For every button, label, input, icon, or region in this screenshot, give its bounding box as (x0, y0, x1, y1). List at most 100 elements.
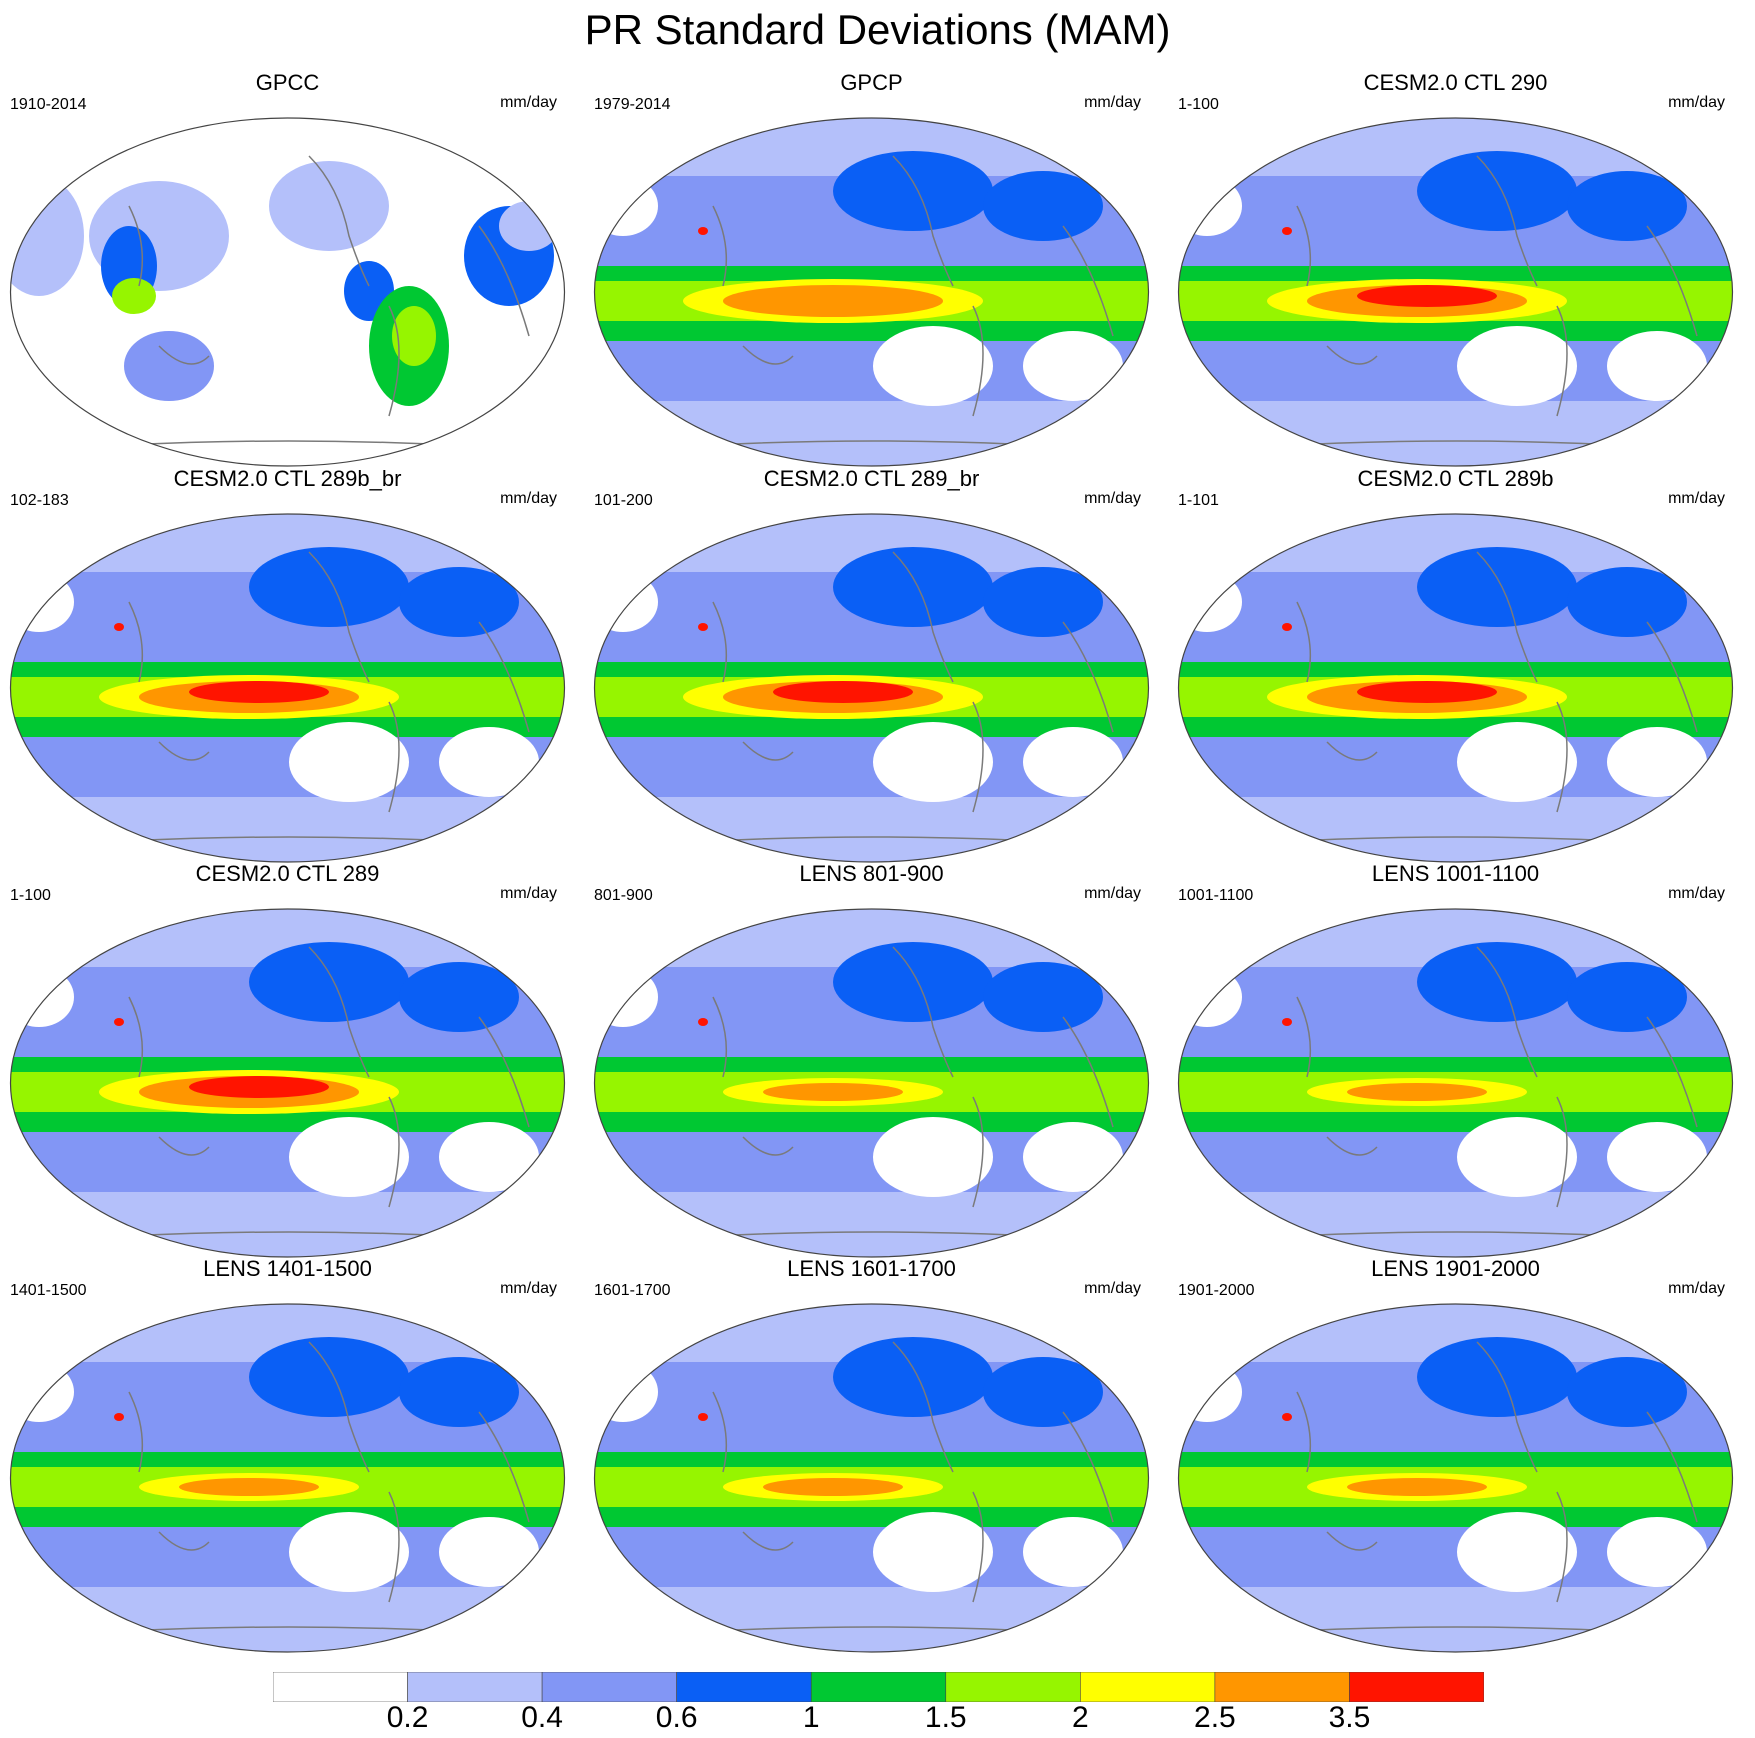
warm-pool-red (773, 681, 913, 703)
se-pacific-dry (1457, 1117, 1577, 1197)
se-pacific-dry (289, 1512, 409, 1592)
panel-title: LENS 1901-2000 (1371, 1256, 1540, 1281)
panel-title: CESM2.0 CTL 289 (195, 861, 380, 886)
se-pacific-dry (1457, 326, 1577, 406)
north-pacific-high (833, 547, 993, 627)
north-america-land (269, 161, 389, 251)
map-border (9, 117, 566, 467)
se-atlantic-dry (439, 727, 539, 797)
colorbar-labels: 0.2 0.4 0.6 1 1.5 2 2.5 3.5 (0, 1700, 1755, 1736)
panel-units: mm/day (1668, 490, 1725, 507)
north-atlantic-high (983, 567, 1103, 637)
southern-ocean-band (1178, 1587, 1733, 1652)
world-map (1177, 513, 1734, 863)
north-pacific-high (249, 942, 409, 1022)
colorbar-swatch (273, 1672, 408, 1702)
se-atlantic-dry (1023, 1122, 1123, 1192)
map-border (9, 1303, 566, 1653)
map-panel: CESM2.0 CTL 290 1-100 mm/day (1168, 70, 1743, 467)
se-atlantic-dry (1607, 1517, 1707, 1587)
north-pacific-high (1417, 1337, 1577, 1417)
panel-units: mm/day (500, 94, 557, 111)
east-asia-hotspot (1282, 227, 1292, 235)
southern-ocean-band (594, 1587, 1149, 1652)
colorbar-swatch (676, 1672, 812, 1702)
colorbar-label: 1 (802, 1701, 820, 1734)
world-map (9, 117, 566, 467)
warm-pool-red (1357, 681, 1497, 703)
colorbar-swatch (407, 1672, 543, 1702)
se-atlantic-dry (1023, 727, 1123, 797)
se-atlantic-dry (1023, 331, 1123, 401)
east-asia-hotspot (1282, 1018, 1292, 1026)
east-asia-hotspot (114, 623, 124, 631)
coastlines (108, 551, 530, 843)
australia-land (124, 331, 214, 401)
world-map (593, 117, 1150, 467)
warm-pool-orange (1347, 1083, 1487, 1101)
coastlines (1276, 1341, 1698, 1633)
se-atlantic-dry (1607, 1122, 1707, 1192)
east-asia-hotspot (1282, 623, 1292, 631)
world-map (9, 513, 566, 863)
panel-title: CESM2.0 CTL 290 (1363, 70, 1548, 95)
north-pacific-high (249, 547, 409, 627)
southern-ocean-band (1178, 1192, 1733, 1257)
north-atlantic-high (1567, 567, 1687, 637)
panel-period: 1979-2014 (594, 96, 671, 113)
panel-title: CESM2.0 CTL 289_br (763, 466, 980, 491)
panel-title: CESM2.0 CTL 289b_br (173, 466, 402, 491)
panel-units: mm/day (500, 1280, 557, 1297)
colorbar-label: 2.5 (1194, 1701, 1236, 1734)
world-map (593, 513, 1150, 863)
north-pacific-high (833, 1337, 993, 1417)
north-atlantic-high (399, 567, 519, 637)
southern-ocean-band (594, 1192, 1149, 1257)
se-pacific-dry (289, 722, 409, 802)
southern-ocean-band (594, 401, 1149, 466)
map-border (593, 117, 1150, 467)
southern-ocean-band (1178, 797, 1733, 862)
world-map (1177, 117, 1734, 467)
panel-period: 1-100 (10, 887, 51, 904)
north-atlantic-high (983, 171, 1103, 241)
map-border (9, 513, 566, 863)
panel-period: 1001-1100 (1178, 887, 1254, 904)
panel-title: GPCP (840, 70, 903, 95)
world-map (593, 908, 1150, 1258)
panel-units: mm/day (1084, 490, 1141, 507)
warm-pool-orange (1347, 1478, 1487, 1496)
map-border (593, 908, 1150, 1258)
world-map (9, 908, 566, 1258)
north-atlantic-high (1567, 171, 1687, 241)
map-border (1177, 908, 1734, 1258)
map-border (1177, 513, 1734, 863)
coastlines (1276, 946, 1698, 1238)
coastlines (692, 1341, 1114, 1633)
figure-title: PR Standard Deviations (MAM) (584, 6, 1171, 53)
warm-pool-red (189, 681, 329, 703)
map-panel: CESM2.0 CTL 289_br 101-200 mm/day (584, 466, 1159, 863)
map-panel: LENS 1901-2000 1901-2000 mm/day (1168, 1256, 1743, 1653)
north-atlantic-high (983, 962, 1103, 1032)
colorbar-swatch (1214, 1672, 1350, 1702)
colorbar-label: 2 (1071, 1701, 1089, 1734)
panel-units: mm/day (500, 885, 557, 902)
map-border (9, 908, 566, 1258)
se-pacific-dry (873, 326, 993, 406)
world-map (1177, 1303, 1734, 1653)
map-border (1177, 117, 1734, 467)
map-border (593, 1303, 1150, 1653)
north-atlantic-high (1567, 1357, 1687, 1427)
north-pacific-high (1417, 151, 1577, 231)
se-atlantic-dry (1607, 331, 1707, 401)
colorbar-label: 3.5 (1328, 1701, 1371, 1734)
colorbar (273, 1672, 1484, 1702)
map-panel: GPCC 1910-2014 mm/day (0, 70, 575, 467)
se-atlantic-dry (1023, 1517, 1123, 1587)
colorbar-swatch (1349, 1672, 1484, 1702)
east-asia-hotspot (698, 623, 708, 631)
east-asia-hotspot (114, 1413, 124, 1421)
panel-title: LENS 1001-1100 (1371, 861, 1540, 886)
panel-period: 801-900 (594, 887, 653, 904)
